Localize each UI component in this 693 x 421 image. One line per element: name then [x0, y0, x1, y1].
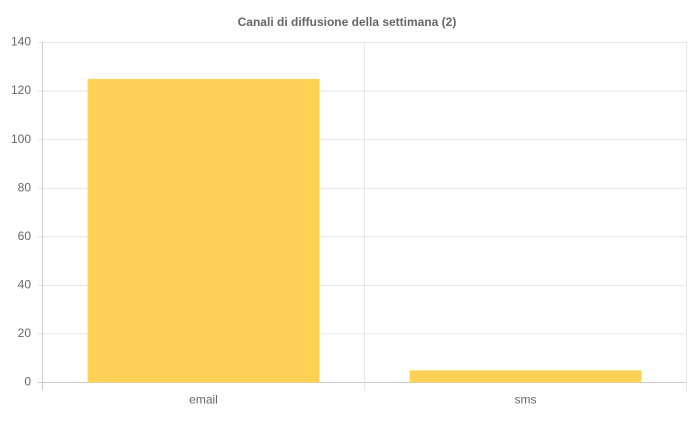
bar: [409, 370, 642, 383]
y-tick-label: 80: [18, 180, 32, 194]
x-tick-label: sms: [515, 393, 537, 407]
y-tick-label: 100: [11, 132, 31, 146]
y-tick-label: 20: [18, 326, 32, 340]
y-tick-label: 40: [18, 278, 32, 292]
y-tick-label: 60: [18, 229, 32, 243]
chart-title: Canali di diffusione della settimana (2): [238, 15, 457, 29]
y-tick-label: 0: [24, 375, 31, 389]
y-tick-label: 120: [11, 83, 31, 97]
x-tick-label: email: [189, 393, 218, 407]
bar: [87, 78, 320, 383]
y-tick-label: 140: [11, 35, 31, 49]
